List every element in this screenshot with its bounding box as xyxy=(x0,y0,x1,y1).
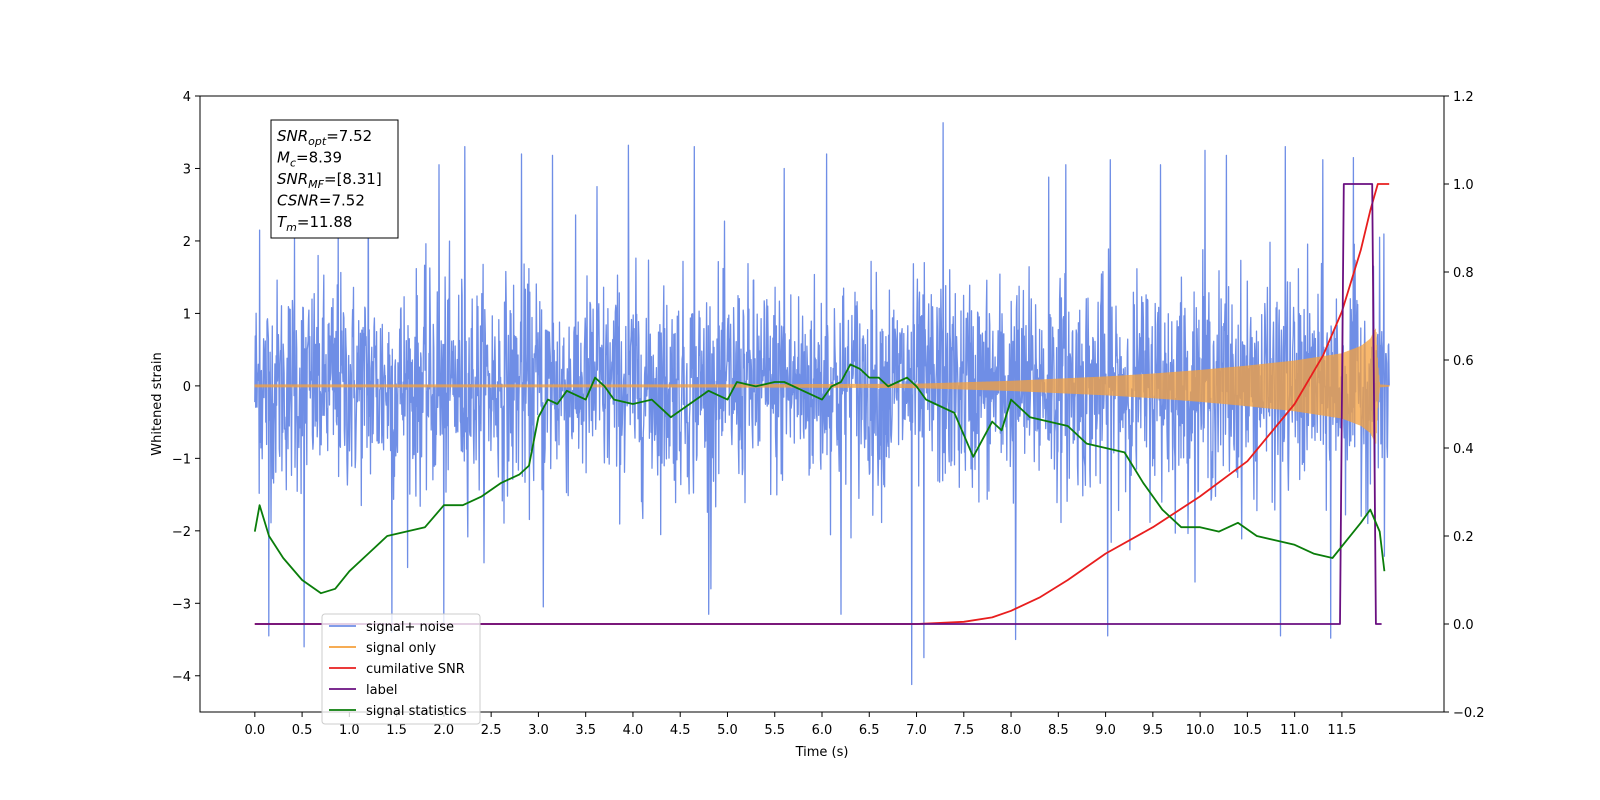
info-line: CSNR=7.52 xyxy=(277,192,365,210)
y-axis-label: Whitened strain xyxy=(150,352,165,455)
legend-frame xyxy=(321,613,481,725)
y-tick-label: 1 xyxy=(183,307,191,322)
x-tick-label: 5.5 xyxy=(764,723,785,738)
x-tick-label: 3.5 xyxy=(575,723,596,738)
info-box-frame xyxy=(270,119,399,239)
plot-area xyxy=(253,122,1390,686)
series-label-line xyxy=(254,183,1382,625)
x-tick-label: 8.0 xyxy=(1001,723,1022,738)
x-tick-label: 10.0 xyxy=(1186,723,1215,738)
x-axis-label: Time (s) xyxy=(795,745,849,760)
x-tick-label: 1.5 xyxy=(386,723,407,738)
legend: signal+ noise signal only cumilative SNR la… xyxy=(321,613,481,725)
y-tick-label: 0 xyxy=(183,380,191,395)
legend-label: signal statistics xyxy=(366,704,467,719)
x-tick-label: 4.0 xyxy=(623,723,644,738)
x-tick-label: 11.0 xyxy=(1280,723,1309,738)
x-tick-label: 6.5 xyxy=(859,723,880,738)
x-tick-label: 9.5 xyxy=(1143,723,1164,738)
x-tick-label: 11.5 xyxy=(1327,723,1356,738)
x-tick-label: 2.0 xyxy=(434,723,455,738)
info-line: SNRopt=7.52 xyxy=(277,127,372,148)
x-tick-label: 10.5 xyxy=(1233,723,1262,738)
legend-label: cumilative SNR xyxy=(366,662,465,677)
y-tick-label: −4 xyxy=(172,670,191,685)
x-tick-label: 1.0 xyxy=(339,723,360,738)
x-tick-label: 5.0 xyxy=(717,723,738,738)
x-tick-label: 9.0 xyxy=(1095,723,1116,738)
legend-label: signal+ noise xyxy=(366,620,454,635)
y2-tick-label: 0.2 xyxy=(1453,530,1474,545)
y-axis-right: −0.2 0.0 0.2 0.4 0.6 0.8 1.0 1.2 xyxy=(1444,90,1485,721)
series-signal-statistics-line xyxy=(253,363,1386,595)
y2-tick-label: −0.2 xyxy=(1453,706,1485,721)
x-tick-label: 7.0 xyxy=(906,723,927,738)
legend-label: signal only xyxy=(366,641,436,656)
x-tick-label: 4.5 xyxy=(670,723,691,738)
series-cumulative-snr-line xyxy=(254,183,1390,625)
y2-tick-label: 0.8 xyxy=(1453,266,1474,281)
x-tick-label: 7.5 xyxy=(953,723,974,738)
y2-tick-label: 0.0 xyxy=(1453,618,1474,633)
info-line: Tm=11.88 xyxy=(277,213,352,234)
info-line: SNRMF=[8.31] xyxy=(277,170,382,191)
y-tick-label: −1 xyxy=(172,452,191,467)
x-axis: 0.0 0.5 1.0 1.5 2.0 2.5 3.0 3.5 4.0 4.5 5.0 5.5 6.0 6… xyxy=(244,712,1356,738)
x-tick-label: 2.5 xyxy=(481,723,502,738)
series-signal-only-line xyxy=(254,328,1390,444)
info-line: Mc=8.39 xyxy=(277,149,342,170)
legend-label: label xyxy=(366,683,397,698)
y2-tick-label: 1.2 xyxy=(1453,90,1474,105)
y-tick-label: 2 xyxy=(183,235,191,250)
y2-tick-label: 0.6 xyxy=(1453,354,1474,369)
x-tick-label: 6.0 xyxy=(812,723,833,738)
y2-tick-label: 1.0 xyxy=(1453,178,1474,193)
x-tick-label: 0.5 xyxy=(292,723,313,738)
y-tick-label: −2 xyxy=(172,525,191,540)
x-tick-label: 3.0 xyxy=(528,723,549,738)
x-tick-label: 8.5 xyxy=(1048,723,1069,738)
y2-tick-label: 0.4 xyxy=(1453,442,1474,457)
x-tick-label: 0.0 xyxy=(244,723,265,738)
y-axis-left: −4 −3 −2 −1 0 1 2 3 4 xyxy=(172,90,200,685)
y-tick-label: −3 xyxy=(172,597,191,612)
y-tick-label: 3 xyxy=(183,162,191,177)
y-tick-label: 4 xyxy=(183,90,191,105)
